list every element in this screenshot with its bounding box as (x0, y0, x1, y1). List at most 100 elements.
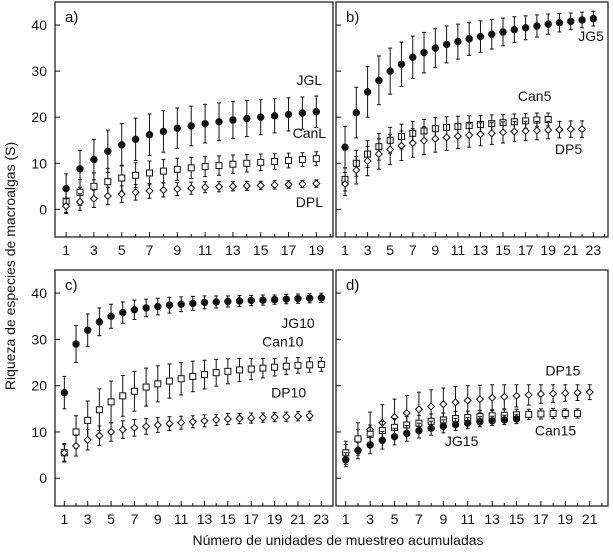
data-point (224, 367, 232, 375)
data-point (118, 425, 127, 434)
data-point (442, 40, 451, 49)
data-point (257, 158, 265, 166)
panel-frame (54, 1, 334, 238)
data-point (118, 141, 126, 149)
x-tick-label: 9 (154, 511, 162, 527)
x-tick-label: 3 (90, 242, 98, 258)
data-point (566, 125, 575, 134)
data-point (212, 298, 220, 306)
x-tick-label: 7 (415, 511, 423, 527)
x-tick-label: 13 (484, 511, 500, 527)
data-point (431, 134, 440, 143)
series-Can10 (60, 356, 325, 463)
data-point (235, 414, 244, 423)
data-point (131, 188, 140, 197)
data-point (130, 423, 139, 432)
data-point (544, 20, 552, 28)
data-point (83, 435, 92, 444)
data-point (317, 294, 326, 302)
series-label: Can5 (518, 88, 552, 104)
y-tick-label: 40 (31, 17, 47, 33)
data-point (76, 165, 84, 173)
data-point (402, 408, 411, 418)
data-point (585, 388, 594, 397)
x-tick-label: 11 (198, 242, 213, 258)
data-point (573, 388, 582, 397)
data-point (173, 165, 181, 173)
data-point (555, 125, 564, 134)
series-label: DPL (296, 194, 323, 210)
data-point (90, 182, 98, 190)
data-point (282, 362, 290, 370)
data-point (352, 166, 361, 175)
data-point (403, 429, 411, 438)
data-point (488, 30, 496, 38)
data-point (510, 25, 519, 34)
data-point (390, 432, 399, 441)
data-point (95, 431, 104, 440)
series-DP5 (340, 120, 587, 197)
x-tick-label: 15 (509, 511, 525, 527)
data-point (589, 14, 598, 23)
data-point (104, 178, 112, 186)
data-point (510, 127, 519, 136)
data-point (201, 163, 209, 170)
data-point (293, 412, 303, 421)
x-tick-label: 23 (586, 242, 602, 258)
x-tick-label: 11 (174, 511, 189, 527)
data-point (341, 143, 349, 151)
data-point (354, 435, 362, 443)
data-point (62, 202, 71, 211)
x-tick-label: 17 (518, 242, 534, 258)
x-tick-label: 3 (364, 242, 372, 258)
data-point (224, 297, 232, 306)
data-point (132, 171, 140, 179)
y-axis-title: Riqueza de especies de macroalgas (S) (2, 142, 18, 390)
data-point (397, 60, 406, 68)
data-point (561, 409, 569, 417)
data-point (419, 136, 429, 145)
data-point (463, 396, 472, 405)
data-point (298, 179, 307, 189)
data-point (408, 138, 417, 148)
data-point (420, 48, 428, 57)
data-point (555, 19, 564, 27)
series-label: DP15 (545, 363, 580, 379)
data-point (188, 417, 197, 426)
data-point (537, 410, 545, 418)
data-point (282, 295, 290, 303)
data-point (363, 156, 372, 166)
data-point (118, 174, 126, 182)
data-point (200, 298, 209, 307)
data-point (223, 414, 232, 424)
x-tick-label: 1 (60, 511, 68, 527)
data-point (258, 413, 268, 422)
data-point (107, 312, 115, 320)
data-point (159, 185, 168, 195)
series-label: JGL (297, 72, 323, 88)
x-tick-label: 15 (220, 511, 236, 527)
x-tick-label: 1 (62, 242, 70, 258)
data-point (142, 304, 150, 312)
panel-frame (54, 269, 334, 507)
data-point (187, 164, 195, 172)
x-tick-label: 5 (386, 242, 394, 258)
data-point (512, 415, 521, 423)
data-point (142, 383, 150, 391)
data-point (117, 190, 126, 199)
data-point (536, 389, 546, 399)
data-point (130, 387, 138, 395)
series-label: JG15 (445, 433, 479, 449)
data-point (427, 402, 436, 411)
data-point (285, 157, 293, 165)
x-tick-label: 1 (342, 511, 350, 527)
data-point (165, 301, 174, 309)
data-point (201, 371, 209, 379)
x-tick-label: 7 (131, 511, 139, 527)
data-point (165, 419, 174, 428)
data-point (499, 28, 507, 36)
panel-frame (335, 269, 609, 507)
x-tick-label: 5 (118, 242, 126, 258)
